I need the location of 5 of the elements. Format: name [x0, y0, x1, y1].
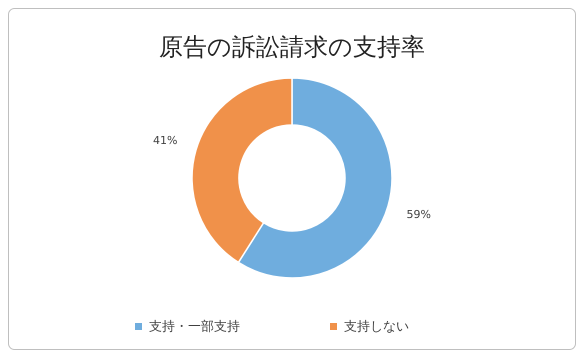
- data-label: 59%: [406, 208, 431, 221]
- chart-title: 原告の訴訟請求の支持率: [159, 33, 425, 61]
- legend-label: 支持・一部支持: [149, 320, 240, 335]
- legend-label: 支持しない: [344, 320, 409, 335]
- data-label: 41%: [153, 134, 178, 148]
